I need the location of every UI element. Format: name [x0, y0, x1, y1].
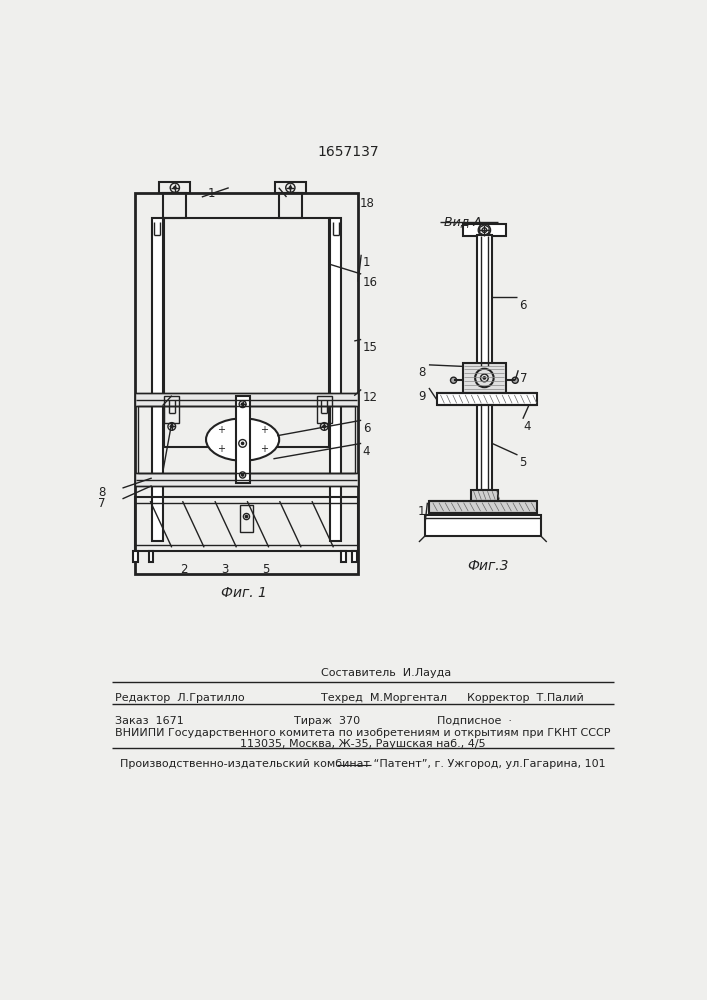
- Bar: [160, 182, 190, 193]
- Text: 18: 18: [360, 197, 375, 210]
- Text: 1657137: 1657137: [317, 145, 379, 159]
- Text: +: +: [260, 425, 268, 435]
- Text: 16: 16: [363, 276, 378, 289]
- Bar: [152, 218, 163, 541]
- Text: Заказ  1671: Заказ 1671: [115, 716, 184, 726]
- Circle shape: [483, 377, 486, 379]
- Text: Техред  М.Моргентал: Техред М.Моргентал: [321, 693, 447, 703]
- Circle shape: [245, 515, 247, 518]
- Text: 1: 1: [363, 256, 370, 269]
- Text: 5: 5: [519, 456, 527, 469]
- Text: Составитель  И.Лауда: Составитель И.Лауда: [321, 668, 451, 678]
- Text: 4: 4: [363, 445, 370, 458]
- Text: 8: 8: [98, 486, 105, 499]
- Bar: [135, 193, 358, 574]
- Circle shape: [323, 425, 325, 428]
- Bar: [235, 396, 250, 483]
- Circle shape: [170, 425, 173, 428]
- Bar: [163, 193, 187, 218]
- Bar: [352, 551, 356, 562]
- Bar: [133, 551, 138, 562]
- Bar: [138, 406, 355, 473]
- Text: ВНИИПИ Государственного комитета по изобретениям и открытиям при ГКНТ СССР: ВНИИПИ Государственного комитета по изоб…: [115, 728, 610, 738]
- Bar: [148, 551, 153, 562]
- Bar: [164, 218, 329, 447]
- Text: 113035, Москва, Ж-35, Раушская наб., 4/5: 113035, Москва, Ж-35, Раушская наб., 4/5: [240, 739, 486, 749]
- Bar: [279, 193, 302, 218]
- Circle shape: [174, 187, 176, 189]
- Bar: [463, 224, 506, 235]
- Text: Подписное  ·: Подписное ·: [437, 716, 512, 726]
- Bar: [429, 501, 537, 513]
- Bar: [425, 515, 541, 536]
- Bar: [437, 393, 537, 405]
- Text: Фиг.3: Фиг.3: [467, 559, 509, 573]
- Text: 6: 6: [363, 422, 370, 435]
- Text: Редактор  Л.Гратилло: Редактор Л.Гратилло: [115, 693, 245, 703]
- Circle shape: [242, 442, 244, 445]
- Bar: [463, 363, 506, 393]
- Bar: [472, 490, 498, 501]
- Bar: [135, 393, 358, 406]
- Text: 6: 6: [519, 299, 527, 312]
- Circle shape: [242, 474, 244, 476]
- Text: Фиг. 1: Фиг. 1: [221, 586, 267, 600]
- Bar: [275, 182, 305, 193]
- Text: 9: 9: [419, 389, 426, 402]
- Circle shape: [450, 377, 457, 383]
- Bar: [477, 405, 492, 490]
- Text: 3: 3: [221, 563, 228, 576]
- Text: 7: 7: [98, 497, 105, 510]
- Circle shape: [289, 187, 291, 189]
- Text: Тираж  370: Тираж 370: [294, 716, 361, 726]
- Bar: [330, 218, 341, 541]
- Text: 8: 8: [419, 366, 426, 379]
- Text: +: +: [217, 425, 225, 435]
- Text: 4: 4: [524, 420, 531, 433]
- Ellipse shape: [206, 418, 279, 461]
- Text: Вид А: Вид А: [444, 215, 482, 228]
- Text: Корректор  Т.Палий: Корректор Т.Палий: [467, 693, 584, 703]
- Text: 15: 15: [363, 341, 378, 354]
- Text: +: +: [260, 444, 268, 454]
- Text: +: +: [217, 444, 225, 454]
- Text: 12: 12: [363, 391, 378, 404]
- Text: 7: 7: [520, 372, 527, 385]
- Text: 5: 5: [262, 563, 269, 576]
- Bar: [135, 473, 358, 486]
- Circle shape: [242, 403, 244, 405]
- Bar: [317, 396, 332, 423]
- Bar: [164, 396, 180, 423]
- Text: 1: 1: [418, 505, 425, 518]
- Text: Производственно-издательский комбинат “Патент”, г. Ужгород, ул.Гагарина, 101: Производственно-издательский комбинат “П…: [120, 759, 605, 769]
- Text: 1: 1: [207, 187, 215, 200]
- Bar: [240, 505, 252, 532]
- Bar: [135, 497, 358, 551]
- Bar: [477, 235, 492, 366]
- Circle shape: [512, 377, 518, 383]
- Text: 2: 2: [180, 563, 188, 576]
- Bar: [341, 551, 346, 562]
